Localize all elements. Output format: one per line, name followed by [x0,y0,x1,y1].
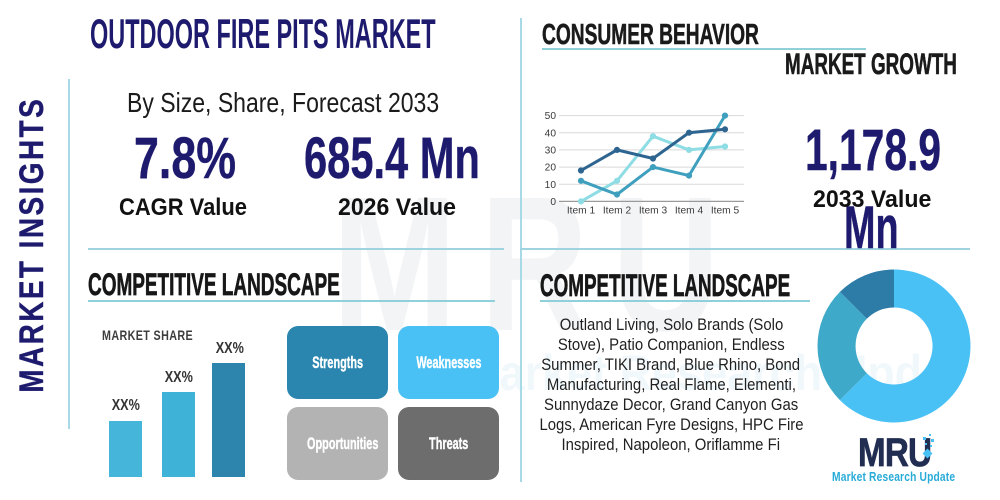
svg-text:30: 30 [545,146,557,157]
svg-text:10: 10 [545,180,557,191]
svg-text:0: 0 [550,197,556,208]
svg-text:Item 1: Item 1 [567,206,596,217]
svg-text:Item 5: Item 5 [711,206,740,217]
svg-text:Item 3: Item 3 [639,206,668,217]
svg-text:40: 40 [545,128,557,139]
svg-text:Item 2: Item 2 [603,206,632,217]
svg-text:Item 4: Item 4 [675,206,704,217]
svg-text:50: 50 [545,111,557,122]
svg-text:20: 20 [545,163,557,174]
